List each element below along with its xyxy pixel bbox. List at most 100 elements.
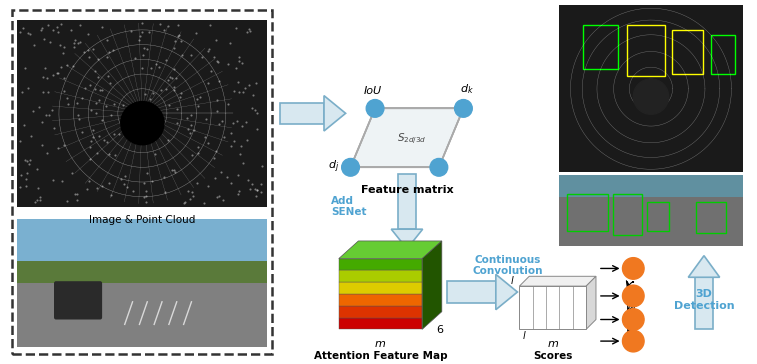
- Point: [69, 191, 81, 197]
- Point: [31, 198, 43, 203]
- FancyBboxPatch shape: [17, 219, 267, 347]
- Point: [169, 38, 181, 44]
- FancyBboxPatch shape: [559, 197, 743, 246]
- Point: [33, 194, 45, 200]
- Point: [188, 127, 200, 132]
- Point: [14, 185, 26, 190]
- Point: [208, 175, 220, 181]
- Point: [22, 85, 34, 91]
- Point: [237, 89, 249, 95]
- Point: [92, 97, 104, 103]
- Point: [21, 170, 33, 176]
- Bar: [671, 30, 703, 74]
- Point: [101, 37, 113, 43]
- Point: [14, 29, 26, 35]
- Point: [179, 199, 191, 205]
- Point: [239, 119, 251, 125]
- Point: [192, 103, 204, 109]
- Circle shape: [341, 158, 360, 176]
- Point: [182, 188, 195, 194]
- Point: [195, 95, 207, 100]
- Point: [48, 124, 61, 130]
- Polygon shape: [338, 282, 422, 294]
- Point: [149, 151, 161, 157]
- Point: [226, 143, 238, 149]
- FancyBboxPatch shape: [559, 5, 743, 172]
- Point: [213, 78, 225, 83]
- Point: [154, 21, 167, 27]
- Point: [245, 181, 257, 186]
- Point: [47, 27, 59, 33]
- Point: [139, 91, 151, 96]
- Point: [154, 87, 167, 92]
- Point: [201, 80, 213, 86]
- Bar: [583, 25, 618, 69]
- Point: [51, 70, 63, 76]
- Point: [173, 32, 185, 38]
- Point: [58, 50, 70, 56]
- Point: [228, 138, 240, 144]
- Point: [95, 24, 107, 29]
- Point: [42, 90, 55, 95]
- Circle shape: [622, 258, 644, 279]
- Polygon shape: [447, 281, 496, 303]
- Point: [51, 24, 63, 30]
- Point: [33, 104, 45, 110]
- Point: [38, 36, 50, 42]
- Point: [233, 54, 245, 60]
- Point: [102, 74, 114, 79]
- Point: [25, 133, 37, 139]
- Point: [172, 23, 184, 28]
- FancyBboxPatch shape: [17, 219, 267, 261]
- Point: [104, 192, 117, 198]
- Polygon shape: [519, 286, 586, 329]
- Point: [39, 112, 51, 118]
- Point: [211, 194, 223, 200]
- Point: [83, 54, 95, 60]
- Point: [192, 144, 204, 150]
- Point: [58, 75, 70, 81]
- Point: [157, 174, 170, 180]
- Text: 3D
Detection: 3D Detection: [674, 289, 734, 310]
- Point: [163, 102, 175, 108]
- Point: [162, 23, 174, 28]
- Bar: [711, 35, 735, 74]
- Polygon shape: [422, 241, 442, 329]
- Point: [192, 180, 204, 186]
- Point: [78, 50, 90, 55]
- Point: [71, 197, 83, 203]
- FancyBboxPatch shape: [12, 10, 272, 354]
- Point: [104, 80, 116, 86]
- Polygon shape: [391, 229, 422, 249]
- Point: [68, 40, 80, 46]
- Point: [214, 169, 226, 174]
- Point: [244, 28, 256, 34]
- Point: [89, 68, 101, 74]
- Point: [234, 151, 246, 157]
- Point: [17, 122, 30, 128]
- Point: [61, 198, 73, 204]
- Point: [76, 96, 88, 102]
- Point: [167, 45, 179, 51]
- Point: [146, 178, 158, 184]
- Point: [15, 172, 27, 178]
- Point: [92, 150, 104, 156]
- Point: [28, 42, 40, 48]
- Point: [170, 75, 182, 81]
- Point: [98, 138, 111, 143]
- Circle shape: [366, 100, 384, 117]
- Point: [217, 134, 229, 139]
- Point: [141, 46, 153, 52]
- Text: $d_k$: $d_k$: [460, 82, 475, 96]
- Point: [255, 189, 267, 195]
- Point: [202, 140, 214, 146]
- Point: [176, 52, 188, 58]
- Point: [58, 88, 70, 94]
- Point: [103, 181, 115, 186]
- Point: [36, 142, 48, 148]
- Point: [92, 133, 104, 139]
- Circle shape: [455, 100, 472, 117]
- Point: [58, 142, 70, 148]
- Point: [101, 139, 113, 145]
- Point: [185, 52, 198, 58]
